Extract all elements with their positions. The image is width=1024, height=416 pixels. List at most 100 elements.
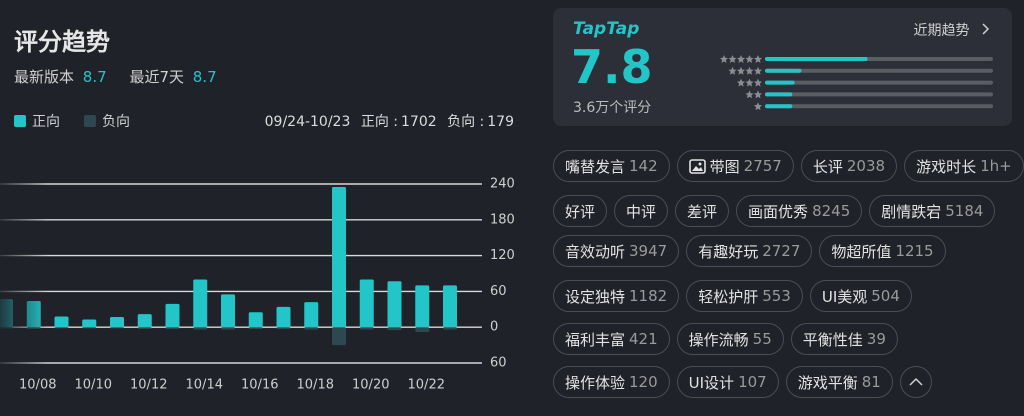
x-tick-label: 10/10 — [75, 378, 112, 393]
x-tick-label: 10/16 — [241, 378, 278, 393]
recent-label: 最近7天 — [129, 68, 184, 86]
tag-name: 平衡性佳 — [802, 330, 863, 349]
bar — [54, 316, 69, 328]
star — [728, 55, 737, 63]
distribution — [720, 55, 993, 111]
tag-name: 福利丰富 — [565, 330, 626, 349]
tag[interactable]: 带图 2757 — [676, 150, 794, 182]
tag[interactable]: 音效动听 3947 — [553, 235, 680, 267]
collapse-button[interactable] — [899, 366, 932, 398]
x-tick-label: 10/14 — [186, 378, 223, 393]
tag[interactable]: 平衡性佳 39 — [790, 323, 898, 355]
tag[interactable]: 游戏时长 1h+ — [904, 150, 1024, 182]
tag[interactable]: 中评 — [614, 195, 669, 227]
tag-row: 设定独特 1182 轻松护肝 553 UI美观 504 — [553, 280, 912, 312]
bar — [248, 327, 263, 329]
dist-bar — [765, 68, 802, 73]
tag[interactable]: 长评 2038 — [800, 150, 898, 182]
dist-bar — [765, 92, 793, 97]
tag-count: 421 — [629, 330, 658, 348]
tag-count: 142 — [629, 157, 658, 175]
tag[interactable]: 画面优秀 8245 — [736, 195, 863, 227]
tag-count: 2727 — [762, 242, 801, 260]
tag-row: 音效动听 3947 有趣好玩 2727 物超所值 1215 — [553, 235, 946, 267]
bar — [304, 302, 319, 328]
bar — [415, 285, 430, 328]
star — [754, 102, 762, 111]
bar — [110, 317, 124, 328]
tag-name: 游戏平衡 — [797, 373, 858, 392]
chevron — [982, 23, 990, 35]
bar — [165, 327, 180, 329]
bar — [221, 294, 235, 328]
tag[interactable]: 好评 — [553, 195, 608, 227]
tag-count: 8245 — [812, 202, 851, 220]
bar — [165, 303, 180, 328]
bar — [332, 186, 346, 328]
positive-value: 1702 — [401, 114, 437, 130]
trend-link[interactable]: 近期趋势 — [914, 20, 990, 40]
tag[interactable]: 物超所值 1215 — [819, 235, 946, 267]
tag[interactable]: 操作体验 120 — [553, 366, 670, 398]
tag-count: 553 — [762, 287, 791, 305]
tag[interactable]: UI美观 504 — [809, 280, 912, 312]
tag-name: 画面优秀 — [748, 202, 809, 221]
chevron-up — [909, 377, 923, 386]
negative-value: 179 — [487, 114, 514, 130]
tag-name: 剧情跌宕 — [881, 202, 942, 221]
tag-count: 39 — [866, 330, 886, 348]
star — [754, 66, 762, 75]
legend-negative: 负向 — [84, 111, 130, 131]
tag-name: 设定独特 — [565, 287, 626, 306]
tag-name: 长评 — [812, 157, 843, 176]
star — [745, 55, 754, 63]
tag-name: 物超所值 — [831, 242, 892, 261]
x-tick-label: 10/20 — [352, 378, 389, 393]
legend-positive: 正向 — [14, 111, 60, 131]
tag[interactable]: 差评 — [675, 195, 730, 227]
y-tick-label: 60 — [490, 356, 507, 371]
bar — [82, 319, 97, 328]
star — [728, 66, 737, 75]
tag[interactable]: 福利丰富 421 — [553, 323, 670, 355]
y-tick-label: 180 — [490, 212, 515, 227]
tag[interactable]: 设定独特 1182 — [553, 280, 680, 312]
star — [737, 55, 745, 63]
tag-name: 轻松护肝 — [698, 287, 759, 306]
tag-name: 带图 — [709, 157, 740, 176]
tag[interactable]: 有趣好玩 2727 — [686, 235, 813, 267]
star — [754, 55, 762, 63]
x-tick-label: 10/18 — [297, 378, 334, 393]
tag-name: 中评 — [626, 202, 657, 221]
tag[interactable]: 游戏平衡 81 — [785, 366, 893, 398]
star — [720, 55, 728, 63]
image-icon — [688, 158, 706, 174]
dist-bar — [765, 57, 868, 61]
tag[interactable]: UI设计 107 — [676, 366, 779, 398]
star — [754, 78, 762, 87]
tag-row: 操作体验 120 UI设计 107 游戏平衡 81 — [553, 366, 932, 398]
tag-name: 游戏时长 — [916, 157, 977, 176]
tag[interactable]: 嘴替发言 142 — [553, 150, 670, 182]
tag-name: 操作体验 — [565, 373, 626, 392]
star — [745, 78, 754, 87]
tag-count: 3947 — [629, 242, 668, 260]
tag-count: 107 — [738, 373, 767, 391]
range: 09/24-10/23 — [264, 114, 351, 130]
tag-count: 504 — [871, 287, 900, 305]
latest-label: 最新版本 — [14, 68, 75, 86]
bar — [359, 327, 374, 330]
dist-track — [765, 80, 993, 85]
tag[interactable]: 操作流畅 55 — [676, 323, 784, 355]
bar — [359, 279, 374, 328]
brand: TapTap — [573, 19, 640, 39]
bar — [221, 327, 235, 330]
y-tick-label: 120 — [490, 248, 515, 263]
tag[interactable]: 剧情跌宕 5184 — [869, 195, 996, 227]
tag[interactable]: 轻松护肝 553 — [686, 280, 803, 312]
bar — [137, 327, 152, 329]
recent-value: 8.7 — [192, 68, 217, 86]
latest-value: 8.7 — [82, 68, 107, 86]
dist-track — [765, 92, 993, 97]
